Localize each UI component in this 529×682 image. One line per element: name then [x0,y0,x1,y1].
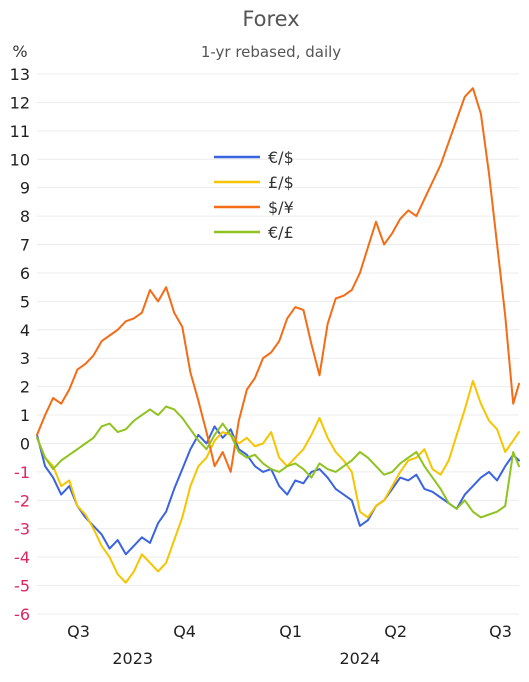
y-tick-label: 0 [20,434,30,453]
y-tick-label: 4 [20,321,30,340]
y-axis-label: % [12,42,27,61]
y-tick-label: 12 [10,93,30,112]
y-tick-label: 3 [20,349,30,368]
series-line-eurusd [36,425,520,556]
y-tick-label: 9 [20,179,30,198]
x-tick-label: Q3 [489,622,512,641]
y-tick-label: -5 [14,577,30,596]
legend-label-usdjpy: $/¥ [268,198,294,217]
chart-title: Forex [242,7,299,31]
series-line-usdjpy [36,87,520,473]
y-tick-label: 10 [10,150,30,169]
y-tick-label: 6 [20,264,30,283]
y-tick-label: 5 [20,292,30,311]
x-year-label: 2024 [340,649,381,668]
y-tick-label: -4 [14,548,30,567]
legend-label-eurusd: €/$ [268,148,294,167]
x-tick-label: Q3 [67,622,90,641]
y-tick-label: 8 [20,207,30,226]
y-tick-label: 2 [20,378,30,397]
y-tick-label: -2 [14,491,30,510]
x-tick-labels: Q3 Q4 Q1 Q2 Q3 2023 2024 [67,622,512,668]
y-tick-label: 7 [20,236,30,255]
y-tick-label: -1 [14,463,30,482]
series-line-gbpusd [36,379,520,584]
grid-lines [37,73,519,615]
y-tick-label: 1 [20,406,30,425]
x-tick-label: Q2 [384,622,407,641]
series-line-eurgbp [36,405,520,519]
legend-label-gbpusd: £/$ [268,173,294,192]
y-tick-label: 11 [10,122,30,141]
y-tick-label: 13 [10,65,30,84]
x-tick-label: Q4 [173,622,196,641]
y-tick-label: -6 [14,605,30,624]
legend-label-eurgbp: €/£ [268,223,294,242]
legend: €/$ £/$ $/¥ €/£ [214,148,294,242]
x-year-label: 2023 [112,649,153,668]
chart-subtitle: 1-yr rebased, daily [201,43,341,61]
x-tick-label: Q1 [279,622,302,641]
y-tick-label: -3 [14,520,30,539]
series-lines [36,87,520,584]
